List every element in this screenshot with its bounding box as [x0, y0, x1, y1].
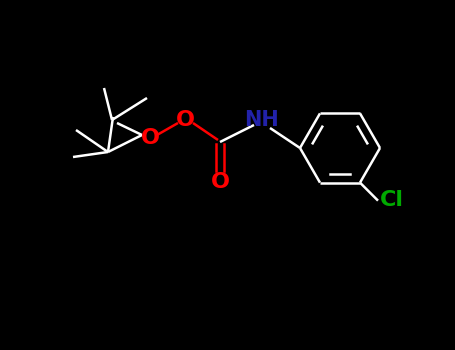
Text: O: O	[211, 172, 229, 192]
Text: Cl: Cl	[380, 190, 404, 210]
Text: NH: NH	[245, 110, 279, 130]
Text: O: O	[141, 128, 160, 148]
Text: O: O	[176, 110, 194, 130]
